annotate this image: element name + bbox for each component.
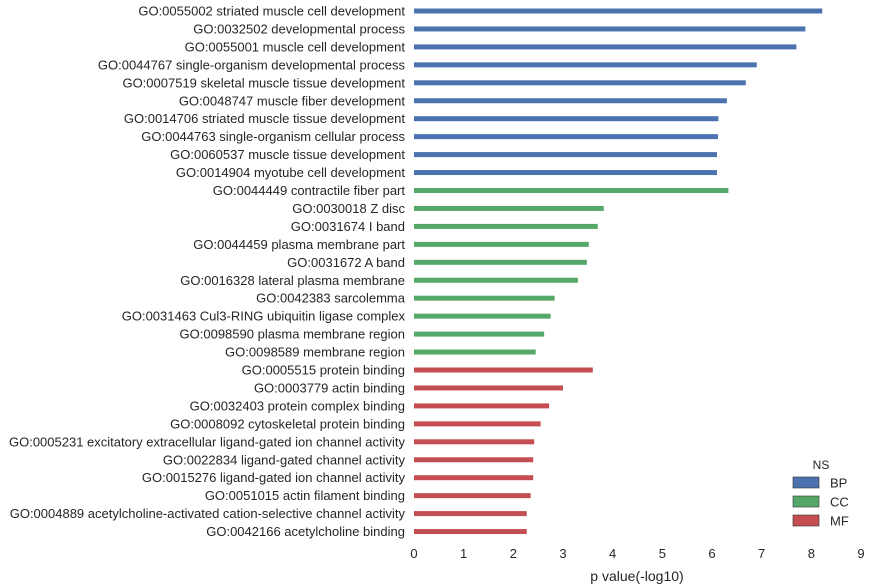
category-label: GO:0032403 protein complex binding: [190, 398, 405, 413]
category-label: GO:0042383 sarcolemma: [256, 291, 406, 306]
x-tick-label: 0: [410, 546, 417, 561]
category-label: GO:0008092 cytoskeletal protein binding: [170, 416, 405, 431]
bar: [414, 385, 563, 391]
legend: NS BP CC MF: [792, 458, 849, 529]
x-tick-label: 4: [609, 546, 616, 561]
x-tick-label: 3: [559, 546, 566, 561]
legend-label: CC: [830, 495, 849, 510]
category-label: GO:0051015 actin filament binding: [205, 488, 405, 503]
bar: [414, 475, 534, 481]
category-label: GO:0030018 Z disc: [292, 201, 405, 216]
category-label: GO:0005515 protein binding: [242, 363, 405, 378]
category-label: GO:0014904 myotube cell development: [176, 165, 405, 180]
bar: [414, 80, 746, 86]
x-tick-label: 2: [510, 546, 517, 561]
bar: [414, 241, 589, 247]
legend-label: MF: [830, 514, 849, 529]
bar: [414, 223, 598, 229]
bar: [414, 367, 593, 373]
bar: [414, 313, 551, 319]
x-tick-label: 6: [708, 546, 715, 561]
category-label: GO:0044459 plasma membrane part: [193, 237, 405, 252]
category-label: GO:0044449 contractile fiber part: [213, 183, 406, 198]
category-label: GO:0003779 actin binding: [254, 380, 405, 395]
bar: [414, 277, 578, 283]
x-axis-ticks: 0 1 2 3 4 5 6 7 8 9: [410, 546, 864, 561]
category-label: GO:0007519 skeletal muscle tissue develo…: [122, 75, 405, 90]
category-label: GO:0044767 single-organism developmental…: [98, 57, 406, 72]
category-label: GO:0031672 A band: [287, 255, 405, 270]
category-label: GO:0022834 ligand-gated channel activity: [163, 452, 406, 467]
category-label: GO:0055001 muscle cell development: [185, 39, 406, 54]
bar: [414, 116, 719, 122]
bar: [414, 26, 806, 32]
bar: [414, 152, 717, 158]
category-label: GO:0042166 acetylcholine binding: [206, 524, 405, 539]
x-axis-title: p value(-log10): [590, 568, 683, 584]
category-label: GO:0015276 ligand-gated ion channel acti…: [142, 470, 406, 485]
bar: [414, 44, 797, 50]
x-tick-label: 1: [460, 546, 467, 561]
category-label: GO:0004889 acetylcholine-activated catio…: [10, 506, 406, 521]
category-label: GO:0044763 single-organism cellular proc…: [141, 129, 405, 144]
x-tick-label: 8: [808, 546, 815, 561]
bar: [414, 529, 527, 535]
legend-swatch: [792, 495, 820, 508]
category-label: GO:0016328 lateral plasma membrane: [180, 273, 405, 288]
bar: [414, 511, 527, 517]
bars: [414, 8, 823, 535]
category-labels: GO:0055002 striated muscle cell developm…: [9, 4, 406, 540]
bar: [414, 8, 823, 14]
category-label: GO:0048747 muscle fiber development: [179, 93, 406, 108]
category-label: GO:0055002 striated muscle cell developm…: [138, 4, 405, 19]
bar: [414, 170, 717, 176]
bar: [414, 295, 555, 301]
bar: [414, 188, 729, 193]
x-tick-label: 7: [758, 546, 765, 561]
category-label: GO:0031674 I band: [291, 219, 405, 234]
x-tick-label: 5: [659, 546, 666, 561]
bar: [414, 98, 727, 104]
bar: [414, 349, 536, 355]
bar: [414, 403, 550, 409]
legend-swatch: [792, 476, 820, 489]
category-label: GO:0005231 excitatory extracellular liga…: [9, 434, 406, 449]
bar: [414, 205, 604, 211]
category-label: GO:0032502 developmental process: [193, 21, 405, 36]
bar: [414, 457, 534, 463]
bar: [414, 134, 718, 140]
legend-label: BP: [830, 476, 847, 491]
category-label: GO:0031463 Cul3-RING ubiquitin ligase co…: [122, 309, 406, 324]
legend-swatch: [792, 514, 820, 527]
bar: [414, 439, 535, 445]
category-label: GO:0098590 plasma membrane region: [180, 327, 405, 342]
category-label: GO:0098589 membrane region: [225, 345, 405, 360]
bar: [414, 331, 545, 337]
x-tick-label: 9: [857, 546, 864, 561]
bar: [414, 259, 587, 265]
bar: [414, 493, 531, 499]
bar: [414, 421, 541, 427]
category-label: GO:0060537 muscle tissue development: [170, 147, 405, 162]
bar: [414, 62, 757, 68]
category-label: GO:0014706 striated muscle tissue develo…: [124, 111, 405, 126]
legend-title: NS: [813, 458, 830, 472]
